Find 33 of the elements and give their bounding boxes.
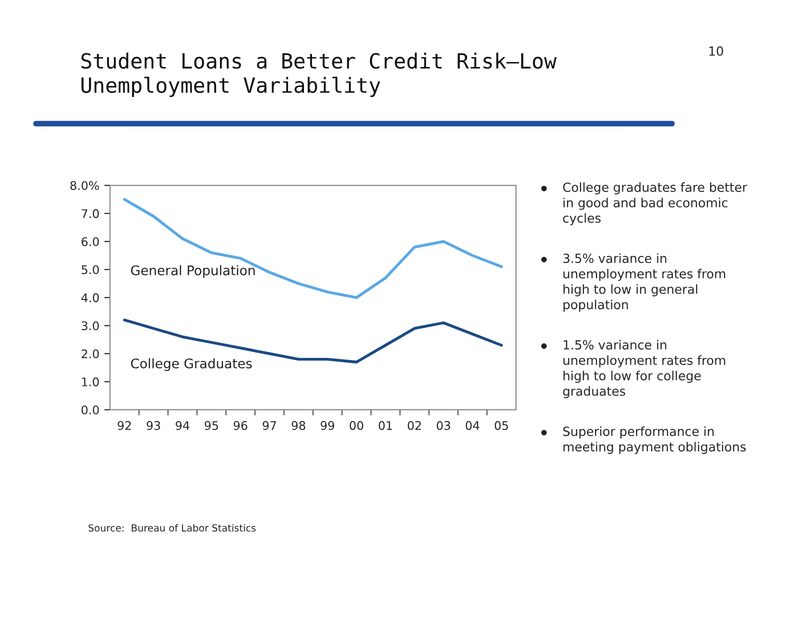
y-tick-label: 3.0 — [82, 321, 99, 330]
text: 3.5% variance in unemployment rates from high to low in general population — [563, 253, 726, 312]
line-series — [123, 198, 503, 299]
x-tick-label: 03 — [436, 421, 450, 430]
series-label: College Graduates — [131, 358, 252, 371]
x-tick-label: 00 — [350, 421, 364, 430]
y-tick-label: 4.0 — [81, 293, 99, 302]
x-tick-label: 94 — [176, 421, 190, 430]
text: 1.5% variance in unemployment rates from high to low for college graduates — [563, 340, 726, 398]
y-tick-label: 7.0 — [82, 209, 99, 218]
y-tick-label: 8.0% — [70, 181, 99, 190]
x-tick-label: 01 — [378, 421, 392, 430]
chart-title: Student Loans a Better Credit Risk—Low Unemployment Variability — [81, 52, 557, 98]
x-tick-label: 92 — [118, 421, 131, 430]
x-tick-label: 96 — [234, 421, 248, 430]
text: College graduates fare better in good and bad economic cycles — [563, 182, 748, 226]
x-tick-label: 98 — [292, 421, 306, 430]
x-tick-label: 02 — [408, 421, 421, 430]
text: 10 — [709, 46, 724, 56]
x-tick-label: 04 — [466, 421, 480, 430]
y-tick-label: 6.0 — [82, 237, 99, 246]
y-tick-label: 5.0 — [82, 265, 99, 274]
y-tick-label: 2.0 — [82, 349, 99, 358]
x-tick-label: 95 — [204, 421, 218, 430]
y-tick-label: 1.0 — [82, 377, 99, 386]
x-tick-label: 05 — [494, 421, 508, 430]
source-note: Source: Bureau of Labor Statistics — [88, 524, 256, 532]
series-label: General Population — [131, 265, 255, 278]
text: Superior performance in meeting payment obligations — [563, 426, 746, 454]
y-tick-label: 0.0 — [82, 405, 99, 414]
x-tick-label: 99 — [320, 421, 334, 430]
x-tick-label: 97 — [262, 421, 276, 430]
x-tick-label: 93 — [146, 421, 160, 430]
